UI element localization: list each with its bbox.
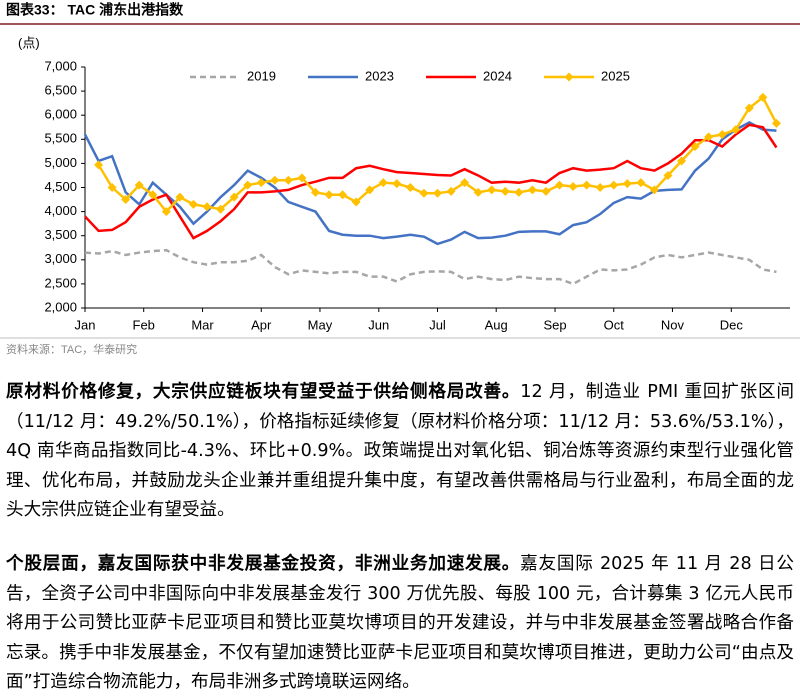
series-marker — [731, 125, 741, 135]
legend-label: 2023 — [365, 68, 394, 83]
series-marker — [297, 173, 307, 183]
series-line — [84, 123, 778, 240]
series-marker — [107, 183, 117, 192]
series-marker — [175, 192, 185, 202]
y-tick-label: 4,500 — [44, 179, 77, 194]
paragraph: 原材料价格修复，大宗供应链板块有望受益于供给侧格局改善。12 月，制造业 PMI… — [6, 378, 794, 526]
y-tick-label: 2,000 — [44, 299, 77, 314]
series-marker — [392, 179, 402, 189]
series-marker — [758, 92, 768, 102]
series-marker — [229, 192, 239, 202]
paragraph-text: 12 月，制造业 PMI 重回扩张区间（11/12 月：49.2%/50.1%）… — [6, 382, 794, 520]
series-marker — [541, 186, 551, 196]
y-unit: (点) — [18, 35, 40, 50]
series-marker — [310, 187, 320, 197]
y-tick-label: 7,000 — [44, 58, 77, 73]
series-marker — [419, 188, 429, 198]
series-marker — [161, 207, 171, 217]
y-tick-label: 4,000 — [44, 203, 77, 218]
x-tick-label: Aug — [485, 317, 508, 332]
series-line — [83, 121, 777, 246]
series-marker — [338, 190, 348, 200]
series-marker — [283, 175, 293, 185]
series-marker — [473, 187, 483, 197]
y-tick-label: 6,000 — [44, 107, 77, 122]
x-tick-label: May — [308, 317, 333, 332]
chart: 图表33： TAC 浦东出港指数 (点) 资料来源：TAC，华泰研究 2,000… — [0, 2, 800, 356]
series-marker — [622, 179, 632, 189]
paragraph-lead: 原材料价格修复，大宗供应链板块有望受益于供给侧格局改善。 — [6, 382, 521, 402]
series-marker — [514, 187, 524, 197]
paragraph: 个股层面，嘉友国际获中非发展基金投资，非洲业务加速发展。嘉友国际 2025 年 … — [6, 550, 794, 697]
series-marker — [500, 186, 510, 196]
series-marker — [324, 190, 334, 200]
series-marker — [351, 197, 361, 207]
series-marker — [405, 183, 415, 192]
series-marker — [690, 142, 700, 152]
series-marker — [487, 185, 497, 195]
y-tick-label: 3,500 — [44, 227, 77, 242]
series-marker — [378, 178, 388, 188]
series-marker — [148, 190, 158, 200]
series-marker — [365, 185, 375, 195]
series-marker — [243, 180, 253, 190]
series-marker — [433, 188, 442, 198]
source-note: 资料来源：TAC，华泰研究 — [6, 342, 137, 356]
series-marker — [270, 175, 280, 185]
series-marker — [555, 180, 565, 190]
series-marker — [460, 178, 470, 188]
series-marker — [771, 118, 781, 128]
x-tick-label: Dec — [720, 317, 744, 332]
series-marker — [188, 199, 198, 209]
series-marker — [582, 180, 592, 190]
series-marker — [216, 204, 226, 214]
series-marker — [704, 132, 714, 142]
y-tick-label: 5,000 — [44, 155, 77, 170]
x-tick-label: Jan — [75, 317, 96, 332]
series-marker — [134, 180, 144, 190]
series-marker — [121, 195, 131, 205]
series-marker — [636, 178, 646, 188]
series-marker — [663, 170, 673, 180]
series-marker — [446, 186, 456, 196]
legend-label: 2025 — [601, 68, 630, 83]
series-marker — [649, 185, 659, 195]
series-marker — [595, 183, 605, 192]
x-tick-label: Nov — [661, 317, 685, 332]
y-tick-label: 5,500 — [44, 131, 77, 146]
series-marker — [744, 103, 754, 113]
paragraph-text: 嘉友国际 2025 年 11 月 28 日公告，全资子公司中非国际向中非发展基金… — [6, 554, 794, 692]
x-tick-label: Jun — [368, 317, 389, 332]
series-marker — [256, 178, 266, 188]
series-marker — [609, 180, 619, 190]
x-tick-label: Jul — [429, 317, 446, 332]
x-tick-label: Mar — [191, 317, 214, 332]
series-line — [84, 248, 777, 286]
figure-caption: 图表33： TAC 浦东出港指数 — [6, 2, 184, 18]
paragraph-lead: 个股层面，嘉友国际获中非发展基金投资，非洲业务加速发展。 — [6, 554, 521, 574]
x-tick-label: Feb — [133, 317, 155, 332]
series-marker — [202, 202, 212, 212]
y-tick-label: 2,500 — [44, 275, 77, 290]
x-tick-label: Sep — [543, 317, 566, 332]
y-tick-label: 3,000 — [44, 251, 77, 266]
legend-label: 2024 — [483, 68, 512, 83]
series-marker — [568, 182, 578, 192]
series-marker — [677, 156, 687, 166]
series-marker — [94, 160, 104, 170]
series-marker — [527, 185, 537, 195]
legend-label: 2019 — [247, 68, 276, 83]
y-tick-label: 6,500 — [44, 83, 77, 98]
legend-marker — [564, 72, 574, 82]
x-tick-label: Oct — [604, 317, 625, 332]
series-marker — [717, 129, 727, 139]
x-tick-label: Apr — [251, 317, 272, 332]
